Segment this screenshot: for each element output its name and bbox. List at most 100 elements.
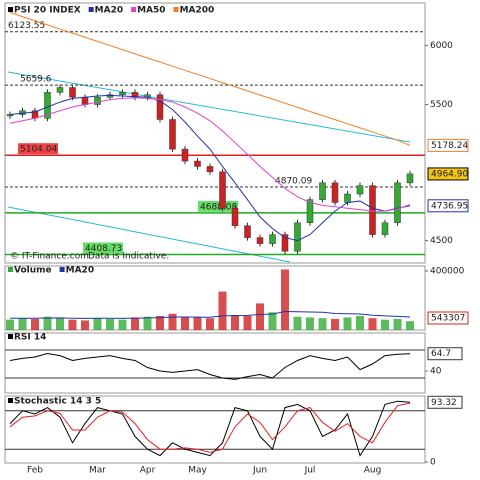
y-tick-label: 5500 bbox=[430, 100, 453, 110]
candle bbox=[394, 182, 401, 223]
legend-swatch bbox=[59, 267, 65, 272]
stochastic-panel bbox=[4, 395, 426, 464]
level-label: 4688.08 bbox=[200, 202, 237, 212]
candle bbox=[356, 185, 364, 195]
volume-bar bbox=[293, 316, 302, 330]
candle bbox=[81, 96, 89, 105]
volume-bar bbox=[56, 317, 64, 330]
candle bbox=[381, 222, 389, 235]
candle bbox=[181, 148, 189, 162]
candle bbox=[281, 234, 289, 252]
volume-bar bbox=[118, 319, 127, 330]
volume-bar bbox=[306, 317, 314, 330]
candle bbox=[256, 237, 264, 244]
candle bbox=[331, 182, 339, 203]
candle bbox=[56, 87, 64, 93]
value-label-box bbox=[427, 347, 463, 361]
volume-bar bbox=[206, 318, 214, 330]
legend-label: PSI 20 INDEX bbox=[14, 6, 81, 16]
value-label: 4964.90 bbox=[431, 169, 468, 179]
volume-bar bbox=[18, 318, 27, 330]
value-label: 93.32 bbox=[431, 398, 457, 408]
candle bbox=[294, 222, 301, 252]
value-label: 64.7 bbox=[431, 349, 451, 359]
candle bbox=[194, 160, 201, 167]
candle bbox=[131, 92, 139, 98]
value-label-box bbox=[427, 311, 469, 325]
x-tick-label: Apr bbox=[140, 466, 156, 476]
series-line bbox=[9, 402, 411, 453]
level-label: 4870.09 bbox=[275, 176, 312, 186]
value-label-box bbox=[427, 395, 463, 409]
volume-bar bbox=[368, 318, 377, 330]
volume-bar bbox=[393, 318, 402, 330]
volume-bar bbox=[193, 317, 202, 330]
legend-swatch bbox=[88, 7, 94, 12]
rsi-panel bbox=[4, 332, 426, 394]
legend-label: MA200 bbox=[180, 6, 215, 16]
volume-bar bbox=[6, 319, 14, 330]
x-tick-label: Jun bbox=[252, 466, 267, 476]
candle bbox=[156, 94, 164, 120]
level-label: 4408.73 bbox=[85, 244, 122, 254]
candle bbox=[119, 92, 126, 96]
volume-bar bbox=[256, 303, 264, 330]
value-label: 543307 bbox=[431, 314, 465, 324]
trend-line bbox=[7, 206, 291, 263]
volume-bar bbox=[143, 316, 152, 330]
value-label: 4736.95 bbox=[431, 201, 468, 211]
volume-bar bbox=[131, 317, 139, 330]
volume-bar bbox=[168, 313, 177, 330]
candle bbox=[344, 193, 351, 203]
candle bbox=[94, 96, 101, 105]
legend-swatch bbox=[8, 267, 13, 272]
volume-bar bbox=[381, 319, 389, 330]
volume-bar bbox=[268, 312, 277, 330]
candle bbox=[244, 225, 251, 238]
x-tick-label: Mar bbox=[89, 466, 106, 476]
volume-bar bbox=[68, 319, 77, 330]
series-line bbox=[10, 311, 411, 319]
legend-label: Stochastic 14 3 5 bbox=[14, 397, 101, 407]
note: Data is Indicative. bbox=[88, 252, 169, 262]
value-label: 5178.24 bbox=[431, 141, 468, 151]
x-tick-label: Feb bbox=[27, 466, 43, 476]
volume-bar bbox=[31, 318, 39, 330]
legend-swatch bbox=[8, 334, 13, 339]
value-label-box bbox=[427, 167, 469, 181]
volume-bar bbox=[231, 315, 239, 330]
series-line bbox=[9, 97, 411, 212]
volume-bar bbox=[343, 317, 352, 330]
volume-panel bbox=[4, 265, 426, 331]
legend-swatch bbox=[173, 7, 179, 12]
legend-label: MA20 bbox=[95, 6, 123, 16]
candle bbox=[369, 185, 376, 235]
y-tick-label: 4500 bbox=[430, 236, 453, 246]
volume-bar bbox=[331, 318, 339, 330]
y-tick-label: 40 bbox=[430, 367, 442, 377]
candle bbox=[231, 207, 239, 226]
volume-bar bbox=[106, 318, 114, 330]
volume-bar bbox=[93, 318, 102, 330]
legend-label: MA20 bbox=[66, 266, 94, 276]
level-label-box bbox=[18, 143, 58, 155]
volume-bar bbox=[281, 269, 289, 330]
value-label-box bbox=[427, 138, 469, 152]
volume-bar bbox=[318, 318, 327, 330]
volume-bar bbox=[406, 321, 414, 330]
trend-line bbox=[7, 71, 411, 143]
value-label-box bbox=[427, 199, 469, 213]
legend-label: MA50 bbox=[137, 6, 165, 16]
volume-bar bbox=[156, 315, 164, 330]
x-tick-label: Jul bbox=[304, 466, 316, 476]
y-tick-label: 6000 bbox=[430, 41, 453, 51]
candle bbox=[269, 234, 276, 244]
series-line bbox=[9, 352, 411, 380]
series-line bbox=[9, 12, 411, 146]
level-label-box bbox=[198, 200, 238, 212]
volume-bar bbox=[181, 316, 189, 330]
y-tick-label: 0 bbox=[430, 458, 436, 468]
legend-label: RSI 14 bbox=[14, 333, 46, 343]
legend-label: Volume bbox=[14, 266, 52, 276]
